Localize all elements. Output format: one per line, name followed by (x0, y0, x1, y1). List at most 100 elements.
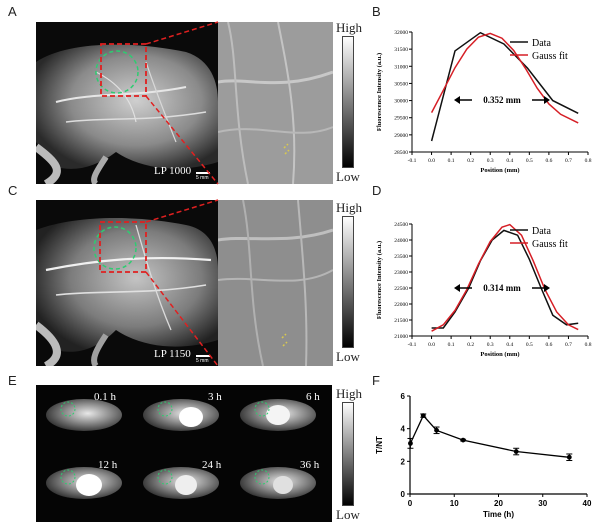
colorbar-a-low: Low (336, 169, 360, 184)
panel-f-letter: F (372, 373, 380, 388)
x-tick-label: 40 (583, 499, 592, 508)
x-tick-label: -0.1 (408, 158, 417, 164)
mouse-body-a (36, 43, 218, 184)
colorbar-c (342, 216, 354, 348)
panel-c-letter: C (8, 183, 18, 198)
series-line-data (431, 229, 579, 329)
y-tick-label: 30500 (394, 81, 408, 87)
data-point (420, 413, 426, 418)
scale-bar-a (196, 172, 210, 174)
panel-e-letter: E (8, 373, 17, 388)
panel-a-letter: A (8, 4, 17, 19)
fwhm-label: 0.352 mm (483, 95, 521, 105)
y-tick-label: 32000 (394, 30, 408, 36)
x-tick-label: 10 (450, 499, 459, 508)
x-tick-label: 20 (494, 499, 503, 508)
colorbar-c-high: High (336, 200, 362, 215)
x-tick-label: 0.4 (506, 158, 513, 164)
y-tick-label: 22500 (394, 286, 408, 292)
chart-d-intensity-profile: 21000 21500 22000 22500 23000 23500 24000 24500… (376, 222, 592, 358)
zoom-connector-lines-c (145, 199, 219, 367)
series-line-data (430, 31, 579, 142)
y-tick-label: 28500 (394, 150, 408, 156)
time-label-5: 36 h (300, 459, 320, 471)
data-point (460, 437, 466, 443)
time-label-3: 12 h (98, 459, 118, 471)
y-tick-label: 6 (401, 392, 406, 401)
x-tick-label: 0.3 (487, 342, 494, 348)
wavelength-label-c: LP 1150 (154, 348, 191, 360)
legend-label: Data (532, 226, 551, 237)
series-line (409, 414, 570, 458)
y-tick-label: 31000 (394, 64, 408, 70)
y-tick-label: 29500 (394, 116, 408, 122)
time-label-1: 3 h (208, 391, 222, 403)
data-point (408, 440, 413, 446)
x-tick-label: 0 (408, 499, 413, 508)
zoom-connector-lines-a (145, 21, 219, 185)
x-tick-label: 0.2 (467, 158, 474, 164)
colorbar-e (342, 402, 354, 506)
x-tick-label: -0.1 (408, 342, 417, 348)
scale-bar-label-c: 5 mm (196, 358, 209, 364)
panel-c-body-image: LP 1150 5 mm (36, 200, 218, 366)
colorbar-a (342, 36, 354, 168)
x-tick-label: 0.6 (545, 158, 552, 164)
scale-bar-label-a: 5 mm (196, 175, 209, 181)
roi-circle-c (93, 226, 137, 270)
colorbar-c-low: Low (336, 349, 360, 364)
y-tick-label: 0 (401, 490, 406, 499)
y-tick-label: 21000 (394, 334, 408, 340)
zoom-box-a (100, 43, 147, 97)
wavelength-label-a: LP 1000 (154, 165, 192, 177)
zoom-vessels-a (218, 22, 333, 184)
fwhm-arrowhead-right (544, 284, 550, 292)
panel-e-timecourse-image: 0.1 h 3 h 6 h 12 h 24 h 36 h (36, 385, 332, 522)
panel-c-zoom-image (218, 200, 333, 366)
x-tick-label: 0.5 (526, 158, 533, 164)
colorbar-a-high: High (336, 20, 362, 35)
x-tick-label: 0.5 (526, 342, 533, 348)
y-tick-label: 30000 (394, 99, 408, 105)
x-tick-label: 0.7 (565, 342, 572, 348)
fwhm-arrowhead-left (454, 96, 460, 104)
time-label-2: 6 h (306, 391, 320, 403)
x-axis-label: Time (h) (483, 510, 514, 519)
legend-label: Data (532, 38, 551, 49)
y-tick-label: 24000 (394, 238, 408, 244)
y-axis-label: T/NT (375, 436, 384, 454)
legend-label: Gauss fit (532, 239, 568, 250)
panel-d-letter: D (372, 183, 382, 198)
series-line-gauss-fit (431, 223, 579, 332)
y-tick-label: 23000 (394, 270, 408, 276)
zoom-vessels-c (218, 200, 333, 366)
y-tick-label: 4 (401, 425, 406, 434)
mouse-body-c (36, 218, 218, 366)
fwhm-arrowhead-left (454, 284, 460, 292)
timecourse-mice (46, 399, 316, 499)
x-tick-label: 0.8 (585, 342, 592, 348)
fwhm-arrowhead-right (544, 96, 550, 104)
scale-bar-c (196, 355, 210, 357)
time-label-4: 24 h (202, 459, 222, 471)
y-axis-label: Fluorescence Intensity (a.u.) (376, 241, 383, 319)
x-tick-label: 0.1 (448, 158, 455, 164)
y-tick-label: 29000 (394, 133, 408, 139)
panel-a-zoom-image (218, 22, 333, 184)
time-label-0: 0.1 h (94, 391, 116, 403)
y-axis-label: Fluorescence Intensity (a.u.) (376, 53, 383, 131)
x-tick-label: 30 (538, 499, 547, 508)
colorbar-e-high: High (336, 386, 362, 401)
x-tick-label: 0.3 (487, 158, 494, 164)
data-point (566, 454, 572, 460)
x-tick-label: 0.6 (545, 342, 552, 348)
y-tick-label: 31500 (394, 47, 408, 53)
data-point (434, 427, 439, 433)
fwhm-label: 0.314 mm (483, 283, 521, 293)
y-tick-label: 21500 (394, 318, 408, 324)
data-point (513, 449, 519, 454)
chart-b-intensity-profile: 28500 29000 29500 30000 30500 31000 31500 32000… (376, 30, 592, 174)
y-tick-label: 23500 (394, 254, 408, 260)
x-tick-label: 0.8 (585, 158, 592, 164)
colorbar-e-low: Low (336, 507, 360, 522)
